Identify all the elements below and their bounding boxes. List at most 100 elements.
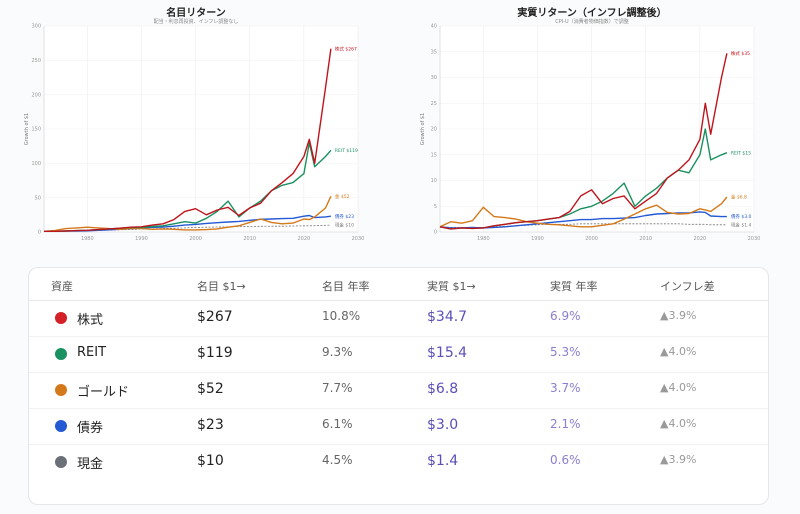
nominal-value: $119 — [197, 345, 233, 361]
series-end-label: 現金 $1.4 — [731, 221, 752, 228]
y-tick-label: 50 — [35, 195, 41, 201]
chart-title: 名目リターン — [166, 8, 226, 19]
series-line — [439, 53, 728, 230]
y-tick-label: 35 — [431, 49, 437, 55]
x-tick-label: 2030 — [352, 236, 365, 242]
y-tick-label: 200 — [31, 92, 41, 98]
real-value: $34.7 — [427, 309, 468, 325]
real-value: $6.8 — [427, 381, 459, 397]
nominal-rate: 10.8% — [322, 309, 361, 323]
y-tick-label: 150 — [31, 127, 41, 133]
table-row: REIT $119 9.3% $15.4 5.3% ▲4.0% — [29, 336, 768, 373]
nominal-rate: 6.1% — [322, 417, 353, 431]
series-line — [44, 48, 332, 233]
nominal-value: $10 — [197, 453, 224, 469]
table-row: ゴールド $52 7.7% $6.8 3.7% ▲4.0% — [29, 372, 768, 409]
series-end-label: REIT $15 — [731, 150, 751, 156]
asset-name: 債券 — [77, 421, 104, 436]
y-tick-label: 10 — [431, 178, 437, 184]
x-tick-label: 1980 — [477, 236, 490, 242]
x-tick-label: 2000 — [189, 236, 202, 242]
y-tick-label: 0 — [434, 230, 437, 236]
asset-color-dot — [55, 384, 67, 396]
real-returns-chart: 実質リターン（インフレ調整後） CPI-U（消費者物価指数）で調整 1980 19… — [402, 4, 782, 254]
header-nominal: 名目 $1→ — [197, 280, 246, 293]
y-tick-label: 20 — [431, 127, 437, 133]
y-tick-label: 100 — [31, 161, 41, 167]
nominal-chart-plot: 1980 1990 2000 2010 2020 2030 0 50 100 150 200 250 3… — [24, 24, 365, 242]
series-end-label: 金 $6.8 — [731, 194, 747, 201]
table-row: 債券 $23 6.1% $3.0 2.1% ▲4.0% — [29, 408, 768, 445]
nominal-returns-chart: 名目リターン 配当・利息再投資、インフレ調整なし 1980 1990 2000 201… — [6, 4, 386, 254]
inflation-gap: ▲4.0% — [660, 381, 697, 394]
table-row: 現金 $10 4.5% $1.4 0.6% ▲3.9% — [29, 444, 768, 480]
y-axis-label: Growth of $1 — [420, 113, 426, 145]
header-real-rate: 実質 年率 — [550, 280, 598, 293]
inflation-gap: ▲3.9% — [660, 453, 697, 466]
series-end-label: 現金 $10 — [335, 222, 354, 229]
series-end-label: 株式 $267 — [335, 45, 357, 52]
y-tick-label: 30 — [431, 75, 437, 81]
header-nominal-rate: 名目 年率 — [322, 280, 370, 293]
header-real: 実質 $1→ — [427, 280, 476, 293]
x-tick-label: 2030 — [748, 236, 761, 242]
nominal-value: $52 — [197, 381, 224, 397]
y-tick-label: 25 — [431, 101, 437, 107]
real-rate: 6.9% — [550, 309, 581, 323]
real-value: $1.4 — [427, 453, 459, 469]
chart-title: 実質リターン（インフレ調整後） — [517, 8, 667, 19]
real-value: $15.4 — [427, 345, 468, 361]
series-line — [43, 196, 332, 232]
asset-color-dot — [55, 456, 67, 468]
table-row: 株式 $267 10.8% $34.7 6.9% ▲3.9% — [29, 300, 768, 337]
asset-name: 株式 — [77, 313, 104, 328]
series-end-label: 債券 $3.0 — [731, 213, 752, 220]
real-rate: 5.3% — [550, 345, 581, 359]
y-tick-label: 15 — [431, 152, 437, 158]
inflation-gap: ▲4.0% — [660, 345, 697, 358]
asset-name: 現金 — [77, 457, 104, 472]
real-rate: 2.1% — [550, 417, 581, 431]
x-tick-label: 1990 — [135, 236, 148, 242]
y-axis-label: Growth of $1 — [24, 113, 30, 145]
real-chart-plot: 1980 1990 2000 2010 2020 2030 0 5 10 15 20 25 30 35 40… — [420, 24, 761, 242]
nominal-rate: 9.3% — [322, 345, 353, 359]
x-tick-label: 2000 — [585, 236, 598, 242]
real-rate: 0.6% — [550, 453, 581, 467]
asset-color-dot — [55, 312, 67, 324]
x-tick-label: 2020 — [693, 236, 706, 242]
x-tick-label: 1990 — [531, 236, 544, 242]
inflation-gap: ▲4.0% — [660, 417, 697, 430]
asset-name: REIT — [77, 345, 107, 360]
chart-subtitle: 配当・利息再投資、インフレ調整なし — [153, 19, 239, 25]
real-value: $3.0 — [427, 417, 459, 433]
x-tick-label: 2010 — [243, 236, 256, 242]
series-end-label: REIT $119 — [335, 148, 358, 154]
series-end-label: 債券 $23 — [335, 213, 354, 220]
asset-color-dot — [55, 420, 67, 432]
series-end-label: 株式 $35 — [731, 50, 750, 57]
x-tick-label: 1980 — [81, 236, 94, 242]
table-header: 資産 名目 $1→ 名目 年率 実質 $1→ 実質 年率 インフレ差 — [29, 268, 768, 301]
y-tick-label: 0 — [38, 230, 41, 236]
series-line — [439, 196, 728, 228]
nominal-rate: 4.5% — [322, 453, 353, 467]
inflation-gap: ▲3.9% — [660, 309, 697, 322]
y-tick-label: 250 — [31, 58, 41, 64]
nominal-value: $23 — [197, 417, 224, 433]
real-rate: 3.7% — [550, 381, 581, 395]
y-tick-label: 5 — [434, 204, 437, 210]
chart-subtitle: CPI-U（消費者物価指数）で調整 — [555, 19, 629, 25]
nominal-rate: 7.7% — [322, 381, 353, 395]
header-inflation-gap: インフレ差 — [660, 280, 715, 293]
returns-summary-table: 資産 名目 $1→ 名目 年率 実質 $1→ 実質 年率 インフレ差 株式 $2… — [28, 267, 769, 505]
asset-name: ゴールド — [77, 385, 130, 400]
y-tick-label: 40 — [431, 24, 437, 30]
header-asset: 資産 — [51, 280, 73, 293]
x-tick-label: 2010 — [639, 236, 652, 242]
asset-color-dot — [55, 348, 67, 360]
x-tick-label: 2020 — [297, 236, 310, 242]
series-end-label: 金 $52 — [335, 193, 350, 200]
y-tick-label: 300 — [31, 24, 41, 30]
nominal-value: $267 — [197, 309, 233, 325]
